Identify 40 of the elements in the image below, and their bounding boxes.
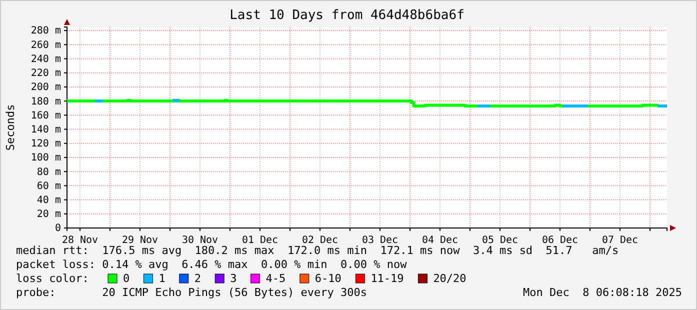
legend-label: 6-10 [314, 272, 342, 285]
y-tick-label: 200 m [30, 82, 61, 94]
chart-title: Last 10 Days from 464d48b6ba6f [230, 8, 464, 23]
x-tick-label: 06 Dec [542, 235, 578, 246]
text: packet loss: 0.14 % avg 6.46 % max 0.00 % min 0.00 % now [16, 258, 408, 271]
text: probe: 20 ICMP Echo Pings (56 Bytes) every 300s [16, 286, 367, 299]
legend-title: loss color: [16, 272, 89, 285]
y-axis-title: Seconds [4, 104, 17, 151]
y-tick-label: 0 [54, 223, 61, 234]
y-tick-label: 20 m [36, 209, 61, 220]
y-tick-label: 180 m [30, 96, 61, 108]
legend-label: 20/20 [433, 272, 466, 285]
x-tick-label: 30 Nov [182, 235, 218, 246]
y-tick-label: 100 m [30, 152, 61, 164]
x-tick-label: 07 Dec [602, 235, 638, 246]
y-tick-label: 240 m [30, 54, 61, 65]
legend-label: 1 [158, 272, 166, 285]
legend-label: 2 [194, 272, 202, 285]
y-tick-label: 120 m [30, 138, 61, 150]
x-tick-label: 03 Dec [362, 235, 398, 246]
text: Mon Dec 8 06:08:18 2025 [523, 286, 682, 299]
x-tick-label: 29 Nov [122, 235, 158, 246]
text: median rtt: 176.5 ms avg 180.2 ms max 172.0 ms min 172.1 ms now 3.4 ms sd 51.7 am/s [16, 244, 619, 257]
x-tick-label: 02 Dec [302, 235, 338, 246]
legend-label: 0 [123, 272, 130, 285]
legend-label: 4-5 [266, 272, 286, 285]
y-tick-label: 80 m [36, 166, 61, 178]
y-tick-label: 220 m [30, 68, 61, 80]
y-tick-label: 260 m [30, 40, 61, 51]
x-tick-label: 28 Nov [62, 235, 98, 246]
legend-label: 11-19 [370, 272, 404, 285]
x-tick-label: 05 Dec [482, 235, 518, 246]
y-tick-label: 160 m [30, 110, 61, 122]
x-tick-label: 01 Dec [242, 235, 278, 246]
x-tick-label: 04 Dec [422, 235, 458, 246]
y-tick-label: 140 m [30, 124, 61, 136]
y-tick-label: 40 m [36, 194, 61, 206]
legend-label: 3 [230, 272, 237, 285]
y-tick-label: 60 m [36, 180, 61, 192]
y-tick-label: 280 m [30, 26, 61, 37]
